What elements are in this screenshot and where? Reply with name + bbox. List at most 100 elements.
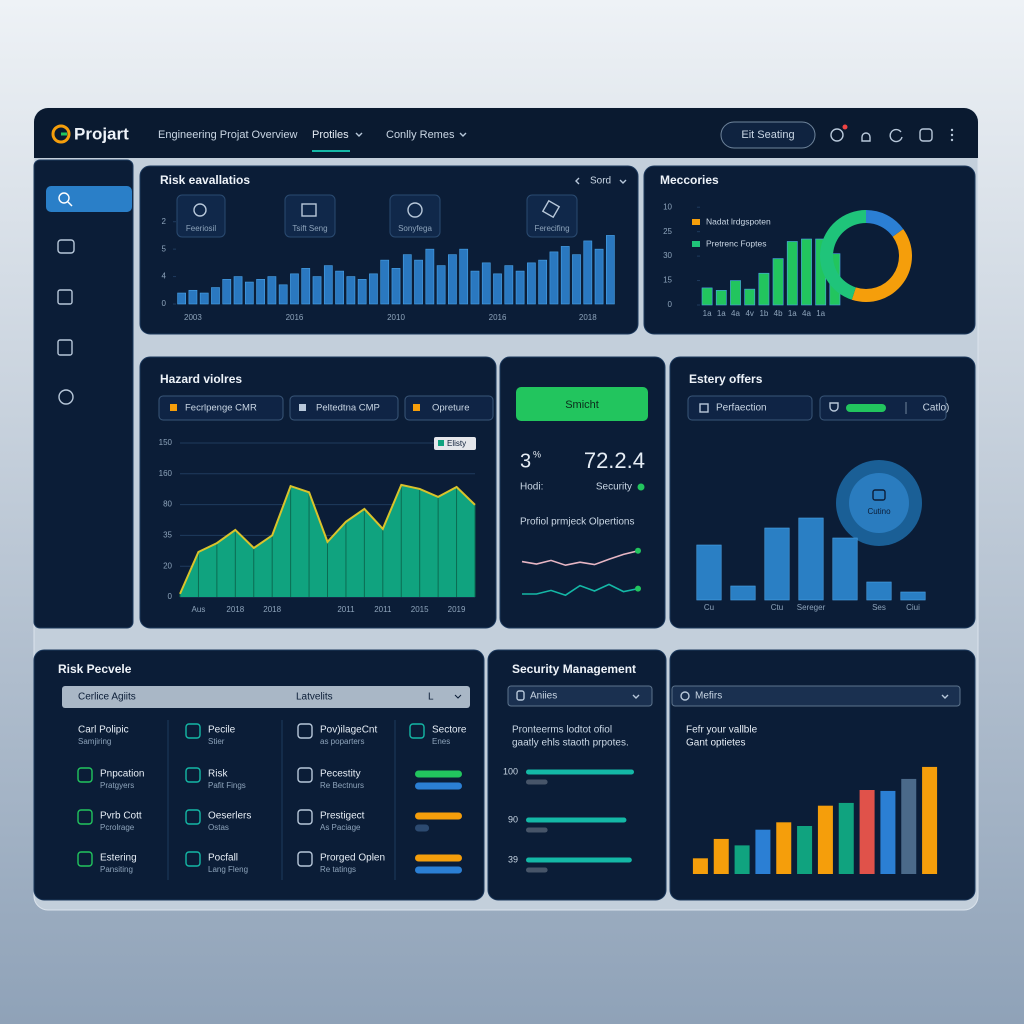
- filter-button[interactable]: [289, 395, 399, 421]
- filter-button[interactable]: [158, 395, 284, 421]
- filter-button[interactable]: [404, 395, 494, 421]
- primary-button[interactable]: [516, 387, 648, 421]
- nav-item[interactable]: Engineering Projat Overview: [158, 129, 297, 141]
- y-tick-label: 20: [163, 561, 172, 570]
- tile-label: Tsift Seng: [292, 224, 327, 233]
- bar: [515, 270, 525, 305]
- header-cell: L: [428, 692, 434, 703]
- item-title: Pov)ilageCnt: [320, 725, 377, 736]
- x-tick-label: Ses: [872, 603, 886, 612]
- icon[interactable]: [830, 128, 844, 142]
- x-tick-label: Aus: [192, 605, 206, 614]
- header-cell: Cerlice Agiits: [78, 692, 136, 703]
- panel-title: Estery offers: [689, 372, 763, 386]
- input[interactable]: [687, 395, 813, 421]
- bar: [357, 279, 367, 305]
- line: [179, 483, 476, 595]
- item-subtitle: Pansiting: [100, 865, 133, 874]
- icon[interactable]: [889, 128, 903, 143]
- filter-icon: [299, 404, 306, 411]
- bar: [244, 281, 254, 305]
- icon[interactable]: [950, 128, 954, 132]
- legend-label: Pretrenc Foptes: [706, 238, 766, 248]
- bar: [436, 265, 446, 305]
- nav-item[interactable]: Conlly Remes: [386, 129, 455, 141]
- sidebar-icon[interactable]: [57, 239, 75, 254]
- x-tick-label: Ctu: [771, 603, 783, 612]
- x-tick-label: 2018: [579, 313, 597, 322]
- toggle[interactable]: [846, 404, 886, 412]
- bar: [425, 248, 435, 305]
- notification-dot: [842, 124, 848, 130]
- filter-label: Fecrlpenge CMR: [185, 403, 257, 414]
- progress-bar: [415, 854, 462, 862]
- bar: [380, 259, 390, 305]
- panel: [669, 356, 976, 629]
- end-dot: [635, 547, 641, 554]
- x-tick-label: 2011: [337, 605, 355, 614]
- tile[interactable]: [389, 194, 441, 238]
- item-subtitle: Pafit Fings: [208, 781, 246, 790]
- x-tick-label: Ciui: [906, 603, 920, 612]
- dropdown[interactable]: [507, 685, 653, 707]
- icon: [58, 192, 70, 204]
- sidebar-icon[interactable]: [57, 289, 73, 305]
- bar: [414, 259, 423, 305]
- bar: [256, 279, 265, 305]
- tile-icon: [541, 199, 561, 219]
- sort-dropdown[interactable]: Sord: [590, 176, 611, 187]
- item-subtitle: Re Bectnurs: [320, 781, 364, 790]
- sidebar-icon[interactable]: [57, 339, 73, 356]
- nav-item[interactable]: Protiles: [312, 129, 349, 141]
- badge: [849, 473, 909, 533]
- item-subtitle: Enes: [432, 737, 450, 746]
- bar: [301, 268, 311, 305]
- x-tick-label: 2016: [286, 313, 304, 322]
- legend-label: Nadat lrdgspoten: [706, 216, 771, 226]
- icon: [950, 138, 954, 142]
- bar: [786, 241, 798, 306]
- legend-swatch: [438, 440, 444, 446]
- dropdown[interactable]: [671, 685, 961, 707]
- item-title: Risk: [208, 769, 228, 780]
- bar: [801, 238, 812, 306]
- stat: 3: [520, 450, 531, 472]
- line: [522, 583, 639, 597]
- bar: [323, 265, 333, 305]
- button-label: Smicht: [565, 399, 599, 411]
- bar: [312, 276, 322, 305]
- chevron[interactable]: [454, 694, 462, 699]
- filter-icon: [413, 404, 420, 411]
- icon: [829, 402, 839, 412]
- legend-badge: [434, 437, 476, 450]
- item-icon: [297, 809, 313, 825]
- row-label: 100: [503, 766, 518, 776]
- x-tick-label: 2018: [263, 605, 281, 614]
- icon: [680, 691, 690, 701]
- item-title: Carl Polipic: [78, 725, 129, 736]
- chevron: [632, 694, 640, 699]
- bar: [188, 289, 198, 305]
- paragraph: Gant optietes: [686, 738, 745, 749]
- chevron[interactable]: [575, 177, 580, 185]
- y-tick-label: 0: [162, 299, 167, 308]
- tile-icon: [301, 203, 317, 217]
- icon[interactable]: [861, 132, 871, 142]
- input-label: Perfaection: [716, 403, 767, 414]
- bar: [715, 290, 727, 306]
- bar: [817, 805, 833, 874]
- bar: [594, 248, 604, 305]
- progress-bar: [415, 782, 462, 790]
- item-subtitle: Re tatings: [320, 865, 356, 874]
- x-tick-label: Cu: [704, 603, 714, 612]
- item-subtitle: As Paciage: [320, 823, 361, 832]
- sidebar-active[interactable]: [46, 186, 132, 212]
- icon[interactable]: [919, 128, 933, 142]
- sidebar-icon[interactable]: [58, 389, 74, 405]
- toggle-label: Catlo): [923, 403, 950, 414]
- stat-unit: %: [533, 449, 541, 459]
- search-button[interactable]: [720, 121, 816, 149]
- bar: [859, 790, 875, 874]
- tile-label: Sonyfega: [398, 224, 432, 233]
- bar: [901, 778, 917, 874]
